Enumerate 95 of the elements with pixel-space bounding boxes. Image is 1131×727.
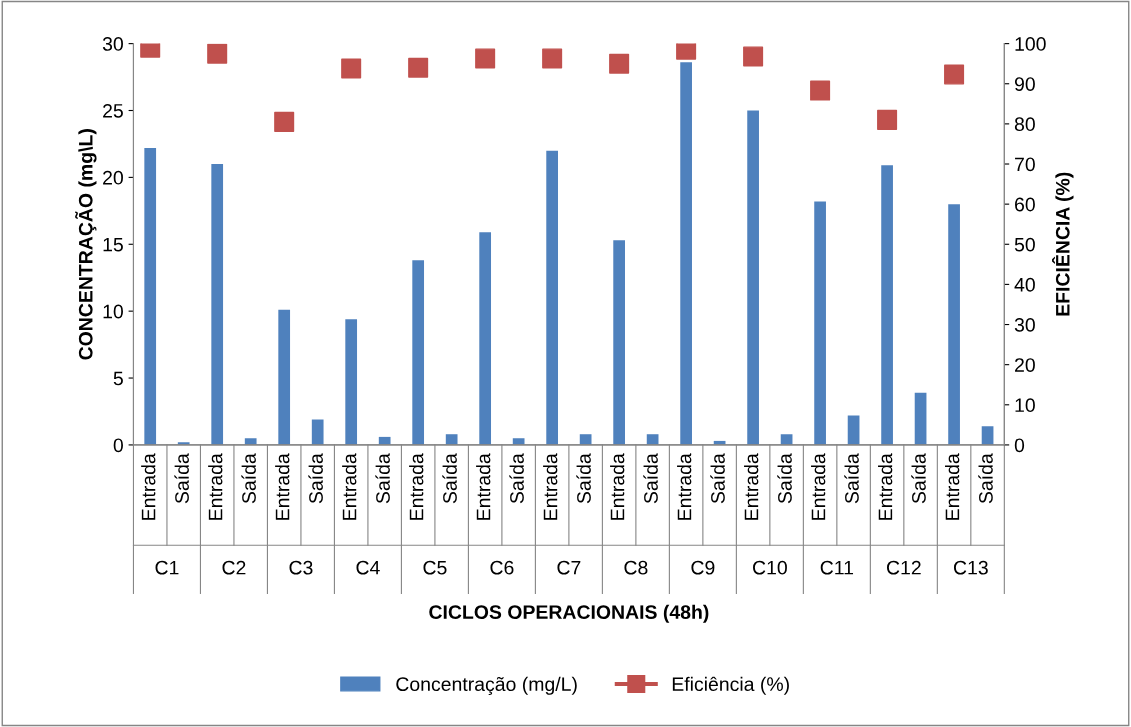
y2-tick-label: 10 xyxy=(1015,398,1035,413)
x-axis-title: CICLOS OPERACIONAIS (48h) xyxy=(429,604,709,623)
y-tick-label: 30 xyxy=(102,37,123,51)
bar xyxy=(345,319,358,445)
y-tick-label: 5 xyxy=(113,371,123,386)
x-tick-label: Saída xyxy=(375,453,390,504)
bar xyxy=(613,240,625,445)
x-tick-label: Entrada xyxy=(610,453,625,520)
bar xyxy=(278,309,291,445)
text: C8 xyxy=(624,560,648,575)
x-tick-label: Entrada xyxy=(543,453,558,520)
x-tick-label: Saída xyxy=(777,453,792,504)
point xyxy=(408,57,429,78)
x-tick-label: Entrada xyxy=(811,453,826,520)
text: C5 xyxy=(423,560,447,575)
y2-tick-label: 80 xyxy=(1014,117,1035,132)
x-tick-label: Saída xyxy=(978,453,993,504)
text: C6 xyxy=(490,560,514,575)
x-tick-label: Entrada xyxy=(878,453,893,520)
text: C13 xyxy=(953,560,988,575)
bar xyxy=(412,260,425,445)
bar xyxy=(914,392,927,445)
point xyxy=(877,109,898,130)
point xyxy=(274,111,295,132)
x-tick-label: Saída xyxy=(308,453,323,504)
point xyxy=(542,48,563,69)
x-tick-label: Saída xyxy=(442,453,457,504)
bar xyxy=(881,165,893,445)
legend-label: Eficiência (%) xyxy=(672,676,789,695)
point xyxy=(810,80,831,101)
y2-tick-label: 70 xyxy=(1015,157,1035,172)
bar xyxy=(814,201,826,445)
y-axis-title: CONCENTRAÇÃO (mg\L) xyxy=(75,129,97,360)
y-tick-label: 20 xyxy=(103,170,123,185)
point xyxy=(743,46,764,67)
x-tick-label: Entrada xyxy=(677,453,692,520)
text: C9 xyxy=(691,560,715,575)
bar xyxy=(311,419,324,445)
text: C1 xyxy=(155,560,179,575)
text: C4 xyxy=(356,560,380,575)
text: C3 xyxy=(289,560,313,575)
x-tick-label: Entrada xyxy=(744,453,759,520)
x-tick-label: Saída xyxy=(911,453,926,504)
text: C10 xyxy=(753,560,787,575)
y-tick-label: 25 xyxy=(103,103,123,118)
x-tick-label: Entrada xyxy=(409,453,424,520)
point xyxy=(207,43,228,64)
point xyxy=(609,53,630,74)
x-tick-label: Entrada xyxy=(141,453,156,520)
y2-tick-label: 20 xyxy=(1015,358,1035,372)
x-tick-label: Saída xyxy=(710,453,725,504)
x-tick-label: Saída xyxy=(241,453,256,504)
point xyxy=(341,58,362,79)
y2-axis-title: EFICIÊNCIA (%) xyxy=(1052,172,1074,316)
text: C7 xyxy=(557,560,581,575)
bar xyxy=(144,147,157,445)
x-tick-label: Saída xyxy=(643,453,658,504)
bar xyxy=(479,232,492,445)
y-tick-label: 15 xyxy=(103,237,123,252)
bar xyxy=(445,434,458,445)
text: C12 xyxy=(887,560,921,575)
x-tick-label: Saída xyxy=(509,453,524,504)
y2-tick-label: 100 xyxy=(1015,37,1046,51)
bar xyxy=(981,426,994,445)
bar xyxy=(579,434,592,445)
x-tick-label: Saída xyxy=(576,453,591,504)
y2-tick-label: 90 xyxy=(1014,77,1035,91)
y2-tick-label: 40 xyxy=(1014,277,1035,292)
x-tick-label: Entrada xyxy=(342,453,357,520)
x-tick-label: Saída xyxy=(174,453,189,504)
bar xyxy=(546,150,559,445)
y2-tick-label: 0 xyxy=(1014,438,1025,453)
x-tick-label: Entrada xyxy=(208,453,223,520)
bar xyxy=(680,62,692,445)
text: C11 xyxy=(820,560,854,575)
text: C2 xyxy=(222,560,246,575)
y-tick-label: 10 xyxy=(103,304,123,319)
x-tick-label: Entrada xyxy=(476,453,491,520)
bar xyxy=(847,415,860,445)
point xyxy=(676,43,697,60)
x-tick-label: Saída xyxy=(844,453,859,504)
bar xyxy=(512,438,525,445)
y2-tick-label: 60 xyxy=(1015,197,1035,212)
y2-tick-label: 30 xyxy=(1014,318,1035,332)
x-tick-label: Entrada xyxy=(275,453,290,520)
point xyxy=(475,48,496,69)
legend-label: Concentração (mg/L) xyxy=(396,676,577,695)
bar xyxy=(244,438,257,445)
bar xyxy=(211,164,224,445)
y-tick-label: 0 xyxy=(113,438,123,453)
bar xyxy=(747,110,759,445)
bar xyxy=(948,204,960,445)
y2-tick-label: 50 xyxy=(1014,237,1035,252)
x-tick-label: Entrada xyxy=(945,453,960,520)
point xyxy=(944,64,965,85)
